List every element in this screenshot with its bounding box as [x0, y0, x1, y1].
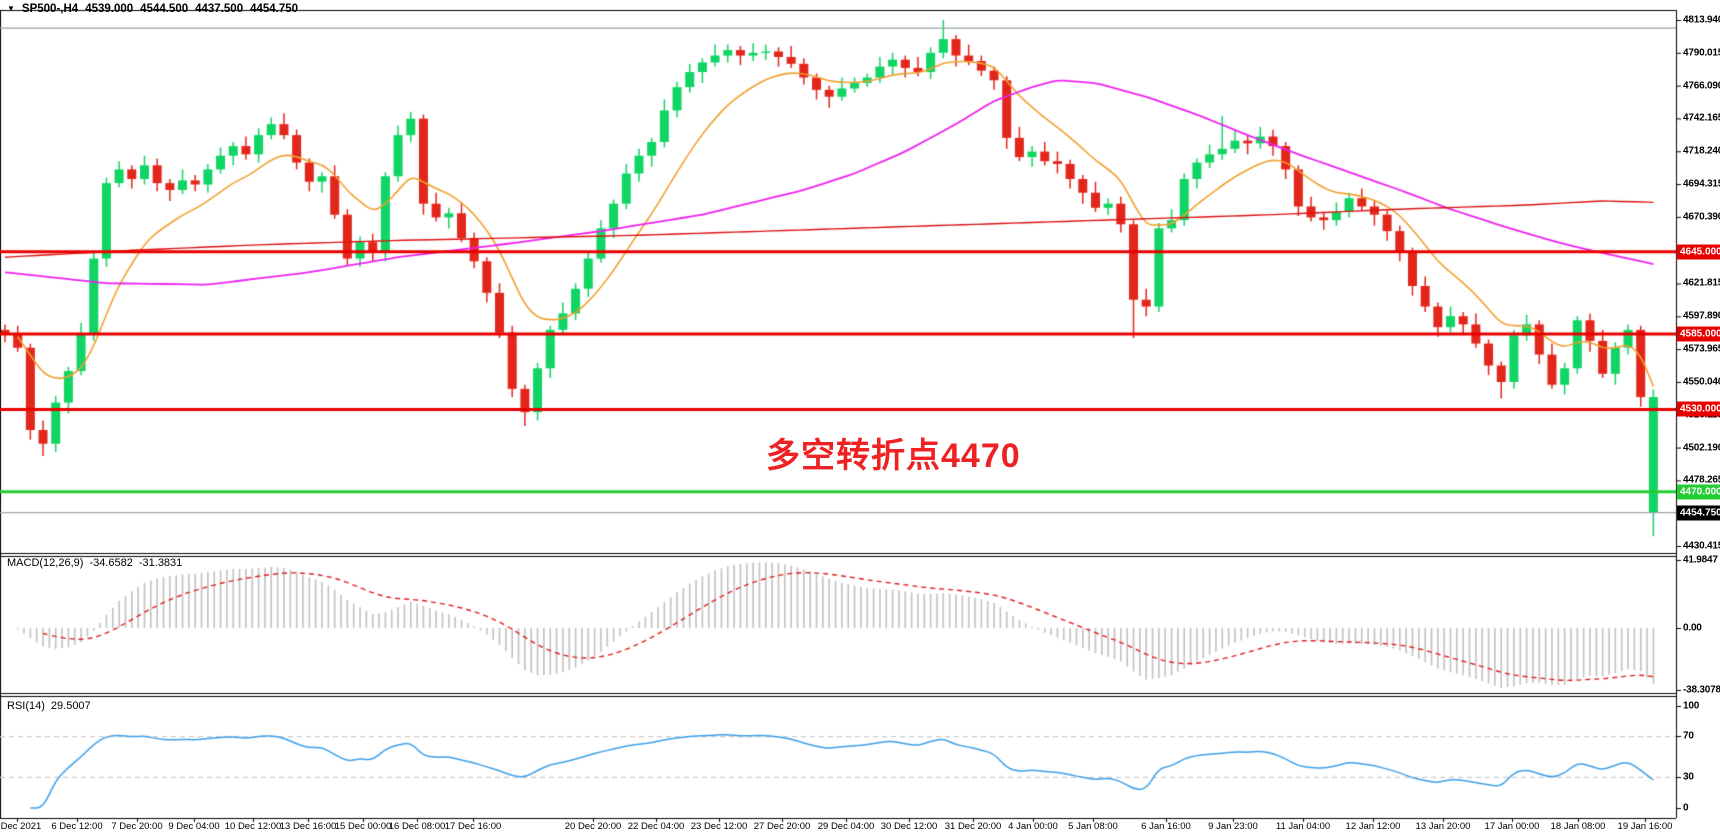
- oscillator-axis-label: 100: [1683, 700, 1700, 712]
- ohlc-close: 4454.750: [250, 3, 299, 15]
- macd-signal-value: -31.3831: [138, 557, 183, 569]
- time-axis-label: 6 Dec 12:00: [51, 821, 103, 832]
- time-axis-label: 27 Dec 20:00: [753, 821, 811, 832]
- time-axis-label: 31 Dec 20:00: [944, 821, 1002, 832]
- time-axis-label: 22 Dec 04:00: [627, 821, 685, 832]
- time-axis-label: 9 Dec 04:00: [168, 821, 220, 832]
- price-axis-badge: 4470.000: [1677, 484, 1720, 500]
- price-axis-label: 4694.315: [1683, 178, 1720, 190]
- oscillator-axis-label: 70: [1683, 730, 1694, 742]
- price-axis-label: 4790.015: [1683, 47, 1720, 59]
- time-axis-label: 7 Dec 20:00: [111, 821, 163, 832]
- price-axis-label: 4718.240: [1683, 145, 1720, 157]
- rsi-value: 29.5007: [50, 700, 91, 712]
- oscillator-axis-label: -38.3078: [1683, 684, 1720, 696]
- time-axis-label: 17 Dec 16:00: [444, 821, 502, 832]
- price-axis-badge: 4454.750: [1677, 505, 1720, 521]
- time-axis-label: 12 Jan 12:00: [1345, 821, 1401, 832]
- oscillator-axis-label: 41.9847: [1683, 554, 1718, 566]
- time-axis-label: 13 Jan 20:00: [1415, 821, 1471, 832]
- time-axis-label: 5 Jan 08:00: [1068, 821, 1118, 832]
- time-axis-label: 30 Dec 12:00: [880, 821, 938, 832]
- price-axis-label: 4742.165: [1683, 112, 1720, 124]
- time-axis-label: 19 Jan 16:00: [1617, 821, 1673, 832]
- price-axis-label: 4573.965: [1683, 343, 1720, 355]
- oscillator-axis-label: 30: [1683, 771, 1694, 783]
- price-axis-label: 4597.890: [1683, 310, 1720, 322]
- ohlc-low: 4437.500: [195, 3, 244, 15]
- price-axis-badge: 4645.000: [1677, 244, 1720, 260]
- time-axis-label: 15 Dec 00:00: [334, 821, 392, 832]
- time-axis-label: 11 Jan 04:00: [1275, 821, 1331, 832]
- price-axis-label: 4478.265: [1683, 474, 1720, 486]
- price-axis-label: 4670.390: [1683, 211, 1720, 223]
- macd-main-value: -34.6582: [89, 557, 133, 569]
- time-axis-label: 17 Jan 00:00: [1484, 821, 1540, 832]
- time-axis-label: 18 Jan 08:00: [1550, 821, 1606, 832]
- macd-label: MACD(12,26,9): [7, 557, 84, 569]
- time-axis-label: 3 Dec 2021: [0, 821, 42, 832]
- price-axis-label: 4502.190: [1683, 442, 1720, 454]
- ohlc-high: 4544.500: [140, 3, 189, 15]
- ohlc-open: 4539.000: [85, 3, 134, 15]
- oscillator-axis-label: 0.00: [1683, 622, 1702, 634]
- price-axis-label: 4766.090: [1683, 80, 1720, 92]
- time-axis-label: 10 Dec 12:00: [224, 821, 282, 832]
- time-axis-label: 13 Dec 16:00: [279, 821, 337, 832]
- price-axis-badge: 4585.000: [1677, 326, 1720, 342]
- rsi-indicator-label: RSI(14) 29.5007: [7, 700, 91, 712]
- chart-title: ▼ SP500-,H4 4539.000 4544.500 4437.500 4…: [7, 3, 298, 15]
- symbol-timeframe-label: SP500-,H4: [21, 3, 79, 15]
- time-axis-label: 9 Jan 23:00: [1208, 821, 1258, 832]
- price-axis-label: 4550.040: [1683, 376, 1720, 388]
- rsi-label: RSI(14): [7, 700, 45, 712]
- time-axis-label: 6 Jan 16:00: [1141, 821, 1191, 832]
- annotation-text: 多空转折点4470: [766, 437, 1021, 475]
- macd-indicator-label: MACD(12,26,9) -34.6582 -31.3831: [7, 557, 182, 569]
- chart-dropdown-icon[interactable]: ▼: [7, 4, 15, 13]
- price-axis-label: 4430.415: [1683, 540, 1720, 552]
- time-axis-label: 20 Dec 20:00: [564, 821, 622, 832]
- time-axis-label: 23 Dec 12:00: [690, 821, 748, 832]
- time-axis-label: 4 Jan 00:00: [1008, 821, 1058, 832]
- oscillator-axis-label: 0: [1683, 802, 1689, 814]
- price-axis-label: 4621.815: [1683, 277, 1720, 289]
- price-axis-badge: 4530.000: [1677, 401, 1720, 417]
- time-axis-label: 16 Dec 08:00: [388, 821, 446, 832]
- time-axis-label: 29 Dec 04:00: [817, 821, 875, 832]
- price-axis-label: 4813.940: [1683, 14, 1720, 26]
